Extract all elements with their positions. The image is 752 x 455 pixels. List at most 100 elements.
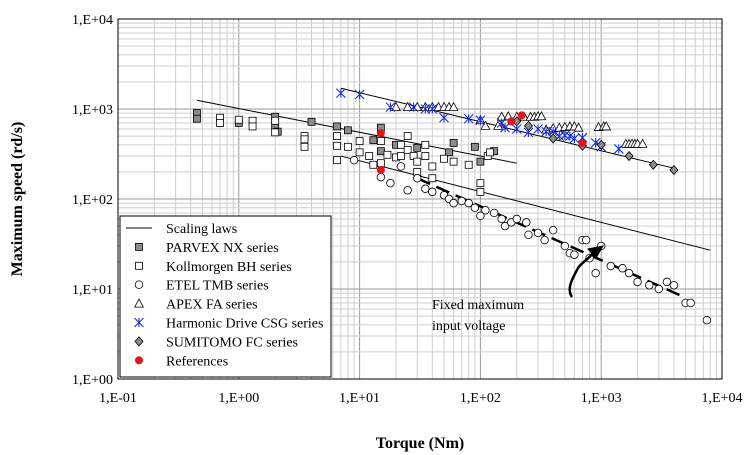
x-tick-labels: 1,E-01 1,E+00 1,E+01 1,E+02 1,E+03 1,E+04 — [99, 391, 742, 406]
legend-label: References — [166, 354, 228, 369]
legend-box — [119, 215, 332, 378]
point-harmonic-drive-csg-series — [335, 88, 346, 99]
point-harmonic-drive-csg-series — [354, 89, 365, 100]
point-etel-tmb-series — [524, 230, 533, 240]
point-etel-tmb-series — [512, 214, 521, 224]
legend-label: Scaling laws — [166, 222, 237, 237]
point-harmonic-drive-csg-series — [533, 124, 543, 134]
scaling-law-line — [196, 99, 517, 164]
point-etel-tmb-series — [606, 261, 615, 271]
point-etel-tmb-series — [470, 203, 480, 212]
point-kollmorgen-bh-series — [365, 152, 374, 160]
point-harmonic-drive-csg-series — [541, 126, 552, 137]
point-etel-tmb-series — [560, 241, 570, 251]
point-kollmorgen-bh-series — [333, 141, 341, 150]
point-references — [517, 111, 526, 120]
annotation-text: input voltage — [432, 319, 506, 334]
point-etel-tmb-series — [618, 264, 627, 273]
point-kollmorgen-bh-series — [300, 135, 309, 144]
point-apex-fa-series — [390, 101, 401, 111]
point-parvex-nx-series — [449, 139, 458, 147]
point-kollmorgen-bh-series — [403, 146, 412, 154]
y-tick-label: 1,E+02 — [72, 193, 113, 208]
point-kollmorgen-bh-series — [464, 160, 473, 169]
fixed-voltage-dashed-line — [416, 177, 687, 299]
legend-label: Kollmorgen BH series — [166, 260, 292, 275]
point-harmonic-drive-csg-series — [420, 104, 431, 114]
point-etel-tmb-series — [686, 298, 695, 308]
point-etel-tmb-series — [570, 250, 579, 259]
x-tick-label: 1,E+01 — [339, 391, 380, 406]
point-kollmorgen-bh-series — [333, 132, 341, 140]
point-sumitomo-fc-series — [624, 150, 634, 162]
point-kollmorgen-bh-series — [355, 148, 364, 157]
point-kollmorgen-bh-series — [355, 137, 364, 145]
point-etel-tmb-series — [702, 316, 712, 325]
series-etel-tmb-series — [349, 155, 712, 325]
legend-label: SUMITOMO FC series — [166, 335, 298, 350]
point-etel-tmb-series — [548, 226, 558, 235]
point-etel-tmb-series — [413, 174, 422, 183]
point-references — [578, 138, 587, 147]
legend-marker — [134, 356, 144, 365]
x-tick-label: 1,E+04 — [702, 391, 743, 406]
point-apex-fa-series — [402, 101, 413, 111]
point-apex-fa-series — [536, 110, 547, 121]
point-parvex-nx-series — [369, 136, 378, 145]
point-sumitomo-fc-series — [648, 159, 658, 170]
point-parvex-nx-series — [376, 147, 385, 156]
point-kollmorgen-bh-series — [486, 148, 494, 157]
point-etel-tmb-series — [421, 184, 430, 193]
annotation: Fixed maximum input voltage — [432, 245, 604, 334]
point-parvex-nx-series — [193, 114, 201, 123]
point-etel-tmb-series — [591, 268, 600, 278]
point-kollmorgen-bh-series — [369, 160, 378, 169]
x-tick-label: 1,E+00 — [218, 391, 259, 406]
point-sumitomo-fc-series — [548, 133, 558, 144]
legend-label: APEX FA series — [166, 298, 258, 313]
point-harmonic-drive-csg-series — [439, 112, 449, 123]
point-etel-tmb-series — [633, 277, 642, 287]
point-kollmorgen-bh-series — [403, 132, 412, 140]
point-harmonic-drive-csg-series — [475, 115, 486, 126]
legend-marker — [134, 317, 144, 328]
point-parvex-nx-series — [343, 126, 352, 135]
data-points — [193, 88, 712, 325]
legend-marker — [135, 261, 143, 270]
point-kollmorgen-bh-series — [476, 187, 485, 196]
y-axis-title: Maximum speed (rd/s) — [9, 122, 26, 277]
point-kollmorgen-bh-series — [421, 152, 430, 160]
point-etel-tmb-series — [349, 155, 359, 165]
point-apex-fa-series — [480, 120, 491, 130]
point-harmonic-drive-csg-series — [408, 102, 419, 112]
point-kollmorgen-bh-series — [248, 122, 257, 131]
point-apex-fa-series — [448, 101, 459, 111]
point-references — [507, 117, 516, 126]
point-etel-tmb-series — [654, 284, 664, 294]
point-kollmorgen-bh-series — [476, 179, 485, 188]
point-etel-tmb-series — [449, 198, 458, 208]
point-parvex-nx-series — [476, 157, 485, 166]
point-apex-fa-series — [493, 120, 504, 130]
point-etel-tmb-series — [662, 277, 672, 287]
legend-marker — [134, 336, 144, 347]
annotation-arrow — [568, 252, 595, 298]
point-etel-tmb-series — [376, 172, 386, 182]
y-tick-label: 1,E+01 — [72, 283, 113, 298]
point-kollmorgen-bh-series — [383, 150, 392, 159]
point-parvex-nx-series — [445, 148, 453, 157]
point-harmonic-drive-csg-series — [463, 113, 474, 124]
point-etel-tmb-series — [645, 281, 654, 290]
point-kollmorgen-bh-series — [333, 156, 341, 165]
point-etel-tmb-series — [497, 214, 506, 224]
point-harmonic-drive-csg-series — [569, 133, 580, 144]
point-etel-tmb-series — [396, 162, 406, 171]
point-kollmorgen-bh-series — [440, 154, 448, 163]
legend-marker — [135, 242, 143, 251]
point-references — [376, 129, 385, 138]
point-kollmorgen-bh-series — [343, 142, 352, 151]
point-etel-tmb-series — [669, 281, 679, 290]
point-etel-tmb-series — [428, 187, 437, 197]
point-kollmorgen-bh-series — [449, 157, 458, 166]
